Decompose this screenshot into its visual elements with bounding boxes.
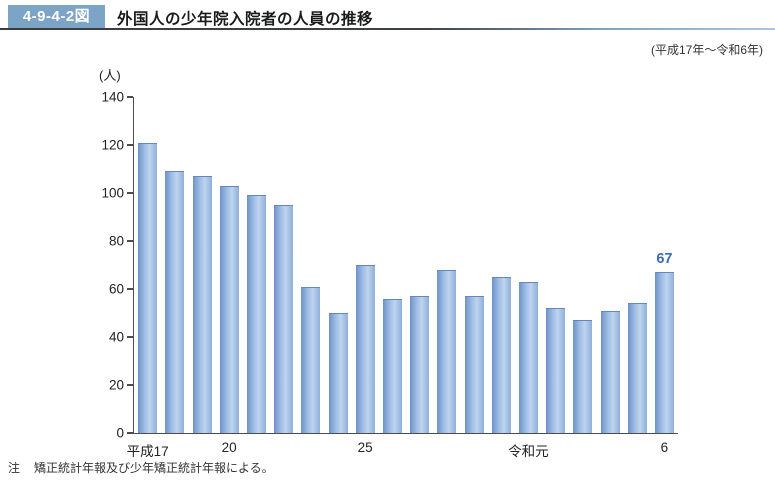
y-axis-tick — [127, 288, 133, 290]
bar-平成26 — [382, 298, 402, 433]
y-axis-tick — [127, 384, 133, 386]
bar-平成28 — [437, 269, 457, 433]
header-rule — [0, 28, 775, 30]
bar-令和4 — [600, 310, 620, 433]
bar-平成21 — [246, 195, 266, 433]
y-axis-tick — [127, 336, 133, 338]
source-note: 注矯正統計年報及び少年矯正統計年報による。 — [8, 459, 274, 476]
bar-令和6 — [654, 272, 674, 433]
bar-平成20 — [219, 185, 239, 433]
y-axis-unit-label: (人) — [99, 68, 121, 83]
y-axis-tick-label: 40 — [108, 329, 124, 345]
bar-令和5 — [627, 303, 647, 433]
bar-平成19 — [192, 176, 212, 433]
bar-令和元 — [518, 281, 538, 433]
x-axis-tick-label: 25 — [357, 440, 373, 455]
y-axis-tick-label: 20 — [108, 377, 124, 393]
figure-title: 外国人の少年院入院者の人員の推移 — [117, 11, 374, 28]
bar-value-label: 67 — [656, 251, 673, 268]
y-axis-tick-label: 80 — [108, 233, 124, 249]
y-axis-tick — [127, 432, 133, 434]
bar-平成27 — [410, 296, 430, 433]
note-text: 矯正統計年報及び少年矯正統計年報による。 — [34, 461, 274, 475]
y-axis-tick-label: 120 — [101, 137, 124, 153]
bar-平成17 — [138, 142, 158, 433]
bar-平成29 — [464, 296, 484, 433]
y-axis-tick — [127, 192, 133, 194]
y-axis-tick-label: 140 — [101, 89, 124, 105]
y-axis-tick-label: 60 — [108, 281, 124, 297]
plot-area: 0 20 40 60 80 100 120 140 平成17 20 25 令和元 6 67 — [101, 90, 678, 459]
x-axis-tick-label: 平成17 — [126, 444, 169, 459]
x-axis-tick-label: 令和元 — [508, 444, 549, 459]
note-prefix: 注 — [8, 461, 21, 475]
bar-平成24 — [328, 313, 348, 433]
bar-令和2 — [546, 308, 566, 433]
period-label: (平成17年～令和6年) — [650, 43, 763, 57]
bar-令和3 — [573, 320, 593, 433]
y-axis-tick — [127, 144, 133, 146]
y-axis-tick-label: 100 — [101, 185, 124, 201]
bar-平成18 — [165, 171, 185, 433]
bar-平成25 — [355, 265, 375, 433]
x-axis-tick-label: 20 — [221, 440, 237, 455]
figure-number-badge: 4-9-4-2図 — [8, 5, 105, 28]
y-axis-tick — [127, 240, 133, 242]
bar-平成30 — [491, 277, 511, 433]
bar-平成23 — [301, 286, 321, 433]
x-axis-tick-label: 6 — [660, 440, 669, 455]
bar-平成22 — [274, 205, 294, 433]
y-axis-tick-label: 0 — [116, 425, 124, 441]
y-axis-tick — [127, 96, 133, 98]
